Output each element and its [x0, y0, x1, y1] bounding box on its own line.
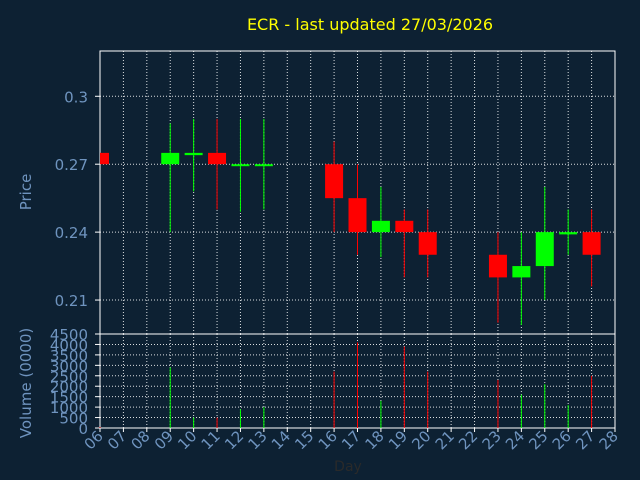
volume-tick-label: 500 — [59, 410, 88, 428]
volume-grid — [99, 333, 616, 429]
candle-body — [418, 232, 437, 255]
candle-body — [325, 164, 344, 199]
candle-body — [559, 232, 578, 235]
volume-tick-label: 1000 — [50, 399, 88, 417]
volume-tick-label: 4500 — [50, 326, 88, 344]
volume-tick-label: 2000 — [50, 378, 88, 396]
candle-body — [100, 152, 109, 165]
x-axis-ticks: 0607080910111213141516171819202122232425… — [81, 427, 622, 453]
volume-tick-label: 1500 — [50, 389, 88, 407]
candle-body — [582, 232, 601, 255]
price-tick-label: 0.24 — [55, 224, 88, 242]
candle-body — [535, 232, 554, 267]
price-y-ticks: 0.21 0.24 0.27 0.3 — [55, 88, 100, 310]
volume-tick-label: 3500 — [50, 347, 88, 365]
candle-body — [488, 254, 507, 278]
candlestick-series — [100, 118, 601, 325]
candle-body — [348, 198, 367, 233]
price-panel: 0.21 0.24 0.27 0.3 Price — [17, 50, 616, 335]
candle-body — [512, 266, 531, 278]
volume-tick-label: 3000 — [50, 357, 88, 375]
price-tick-label: 0.27 — [55, 156, 88, 174]
price-axis-label: Price — [17, 174, 35, 211]
candle-body — [371, 220, 390, 233]
candle-body — [161, 152, 180, 165]
volume-axis-label: Volume (0000) — [17, 328, 35, 438]
x-axis-label: Day — [334, 459, 362, 475]
chart-title: ECR - last updated 27/03/2026 — [247, 15, 493, 34]
price-tick-label: 0.3 — [64, 88, 88, 106]
volume-tick-label: 2500 — [50, 368, 88, 386]
volume-tick-label: 0 — [78, 420, 88, 438]
price-tick-label: 0.21 — [55, 292, 88, 310]
candle-body — [395, 220, 414, 233]
candle-body — [254, 164, 273, 167]
candle-body — [184, 152, 203, 156]
volume-tick-label: 4000 — [50, 336, 88, 354]
candle-body — [231, 164, 250, 167]
candle-body — [208, 152, 227, 165]
volume-series — [99, 342, 593, 428]
